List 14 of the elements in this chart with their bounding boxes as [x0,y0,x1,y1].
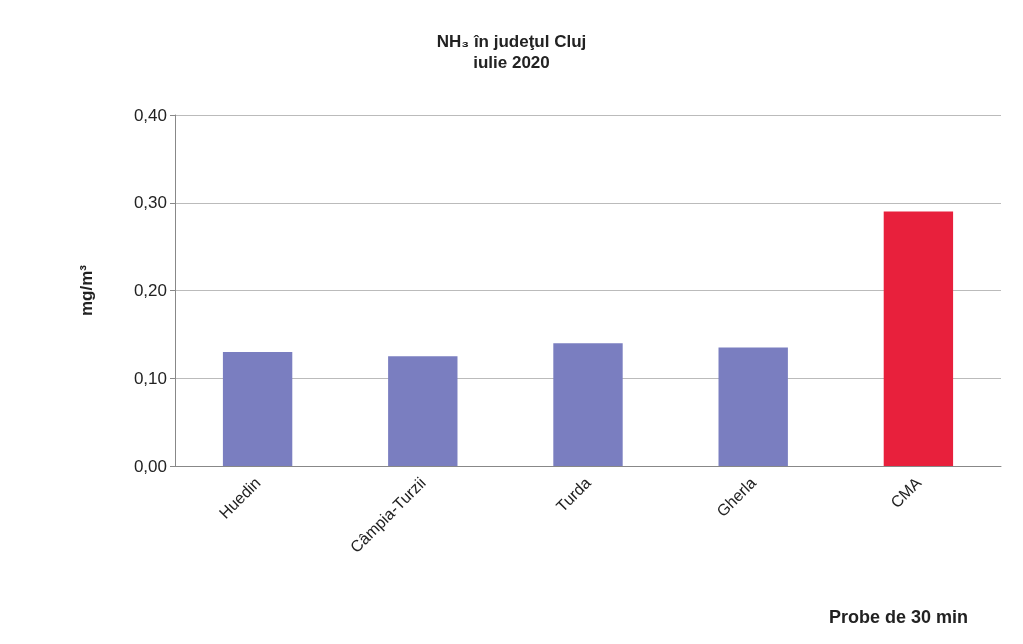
y-tick-label: 0,30 [133,193,167,213]
y-tick-label: 0,00 [133,456,167,476]
bar [718,347,788,466]
chart-title: NH₃ în judeţul Cluj [436,32,587,51]
bar [553,343,623,466]
bar [222,351,293,466]
y-tick-label: 0,40 [133,105,167,125]
y-axis-title: mg/m³ [77,264,96,316]
y-tick-label: 0,10 [133,368,167,388]
chart-subtitle: iulie 2020 [473,53,550,72]
y-tick-label: 0,20 [133,281,167,300]
bar [388,356,458,466]
bar [883,211,954,466]
x-axis-title: Probe de 30 min [828,607,968,627]
